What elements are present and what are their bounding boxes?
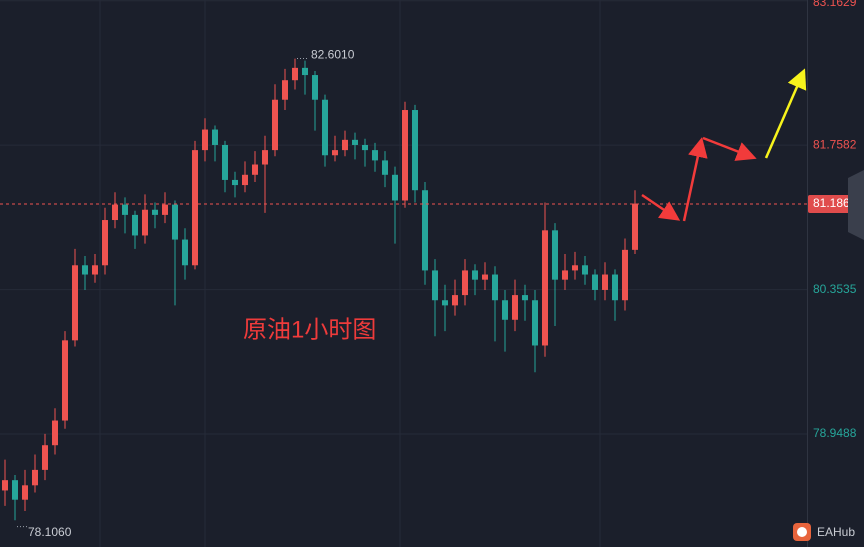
- candle-body: [182, 239, 188, 266]
- candle-body: [422, 190, 428, 271]
- candle-body: [302, 67, 308, 76]
- candle-body: [362, 144, 368, 151]
- candle-body: [52, 420, 58, 446]
- candle-body: [582, 265, 588, 275]
- candle-body: [102, 220, 108, 266]
- candle-body: [592, 274, 598, 290]
- candle-body: [442, 300, 448, 306]
- candle-body: [282, 80, 288, 100]
- candle-body: [112, 204, 118, 221]
- candle-body: [32, 469, 38, 486]
- candle-body: [372, 150, 378, 161]
- candle-body: [322, 99, 328, 156]
- candle-body: [402, 110, 408, 201]
- candle-body: [82, 265, 88, 275]
- candle-body: [292, 67, 298, 81]
- candle-body: [232, 179, 238, 186]
- candle-body: [192, 150, 198, 266]
- candle-body: [222, 144, 228, 180]
- candle-body: [412, 110, 418, 191]
- candle-body: [392, 174, 398, 201]
- y-tick-label: 81.7582: [813, 137, 857, 151]
- candle-body: [342, 139, 348, 151]
- candle-body: [72, 265, 78, 341]
- candle-body: [172, 204, 178, 240]
- candle-body: [452, 295, 458, 306]
- candle-body: [472, 270, 478, 280]
- candle-body: [2, 480, 8, 491]
- candle-body: [132, 214, 138, 236]
- candle-body: [612, 274, 618, 301]
- candle-body: [212, 129, 218, 145]
- low-label: 78.1060: [28, 525, 72, 539]
- vertical-grid: [99, 0, 601, 547]
- candle-body: [122, 204, 128, 215]
- candle-body: [552, 230, 558, 280]
- grid-layer: [0, 0, 807, 435]
- y-tick-label: 83.1629: [813, 0, 857, 9]
- candle-body: [272, 99, 278, 151]
- candle-body: [432, 270, 438, 301]
- side-handle[interactable]: [848, 170, 864, 240]
- candles-layer: [2, 58, 638, 521]
- chart-title: 原油1小时图: [243, 316, 376, 343]
- candle-body: [622, 249, 628, 301]
- forecast-arrows: [641, 68, 807, 222]
- watermark: EAHub: [793, 523, 855, 541]
- candle-body: [92, 265, 98, 275]
- candle-body: [602, 274, 608, 290]
- candle-body: [562, 270, 568, 280]
- candle-body: [632, 203, 638, 250]
- candle-body: [482, 274, 488, 280]
- candle-body: [152, 209, 158, 215]
- last-price-box: [808, 194, 860, 213]
- candle-body: [162, 204, 168, 215]
- y-tick-label: 78.9488: [813, 426, 857, 440]
- candle-body: [242, 174, 248, 186]
- candle-body: [252, 164, 258, 175]
- candle-body: [572, 265, 578, 271]
- y-tick-label: 80.3535: [813, 282, 857, 296]
- candle-body: [522, 295, 528, 301]
- candle-body: [462, 270, 468, 296]
- candle-body: [22, 485, 28, 500]
- candle-body: [492, 274, 498, 301]
- last-price-label: 81.1860: [813, 196, 857, 210]
- candle-body: [12, 480, 18, 500]
- candle-body: [42, 445, 48, 470]
- candle-body: [512, 295, 518, 320]
- candle-body: [142, 209, 148, 236]
- candle-body: [202, 129, 208, 151]
- high-label: 82.6010: [311, 48, 355, 62]
- candle-body: [532, 300, 538, 346]
- candle-body: [382, 160, 388, 175]
- candle-body: [62, 340, 68, 421]
- candle-body: [502, 300, 508, 320]
- candle-body: [312, 75, 318, 100]
- candle-body: [262, 150, 268, 165]
- watermark-text: EAHub: [817, 525, 855, 539]
- candle-body: [542, 230, 548, 346]
- candle-body: [332, 150, 338, 156]
- candle-body: [352, 139, 358, 145]
